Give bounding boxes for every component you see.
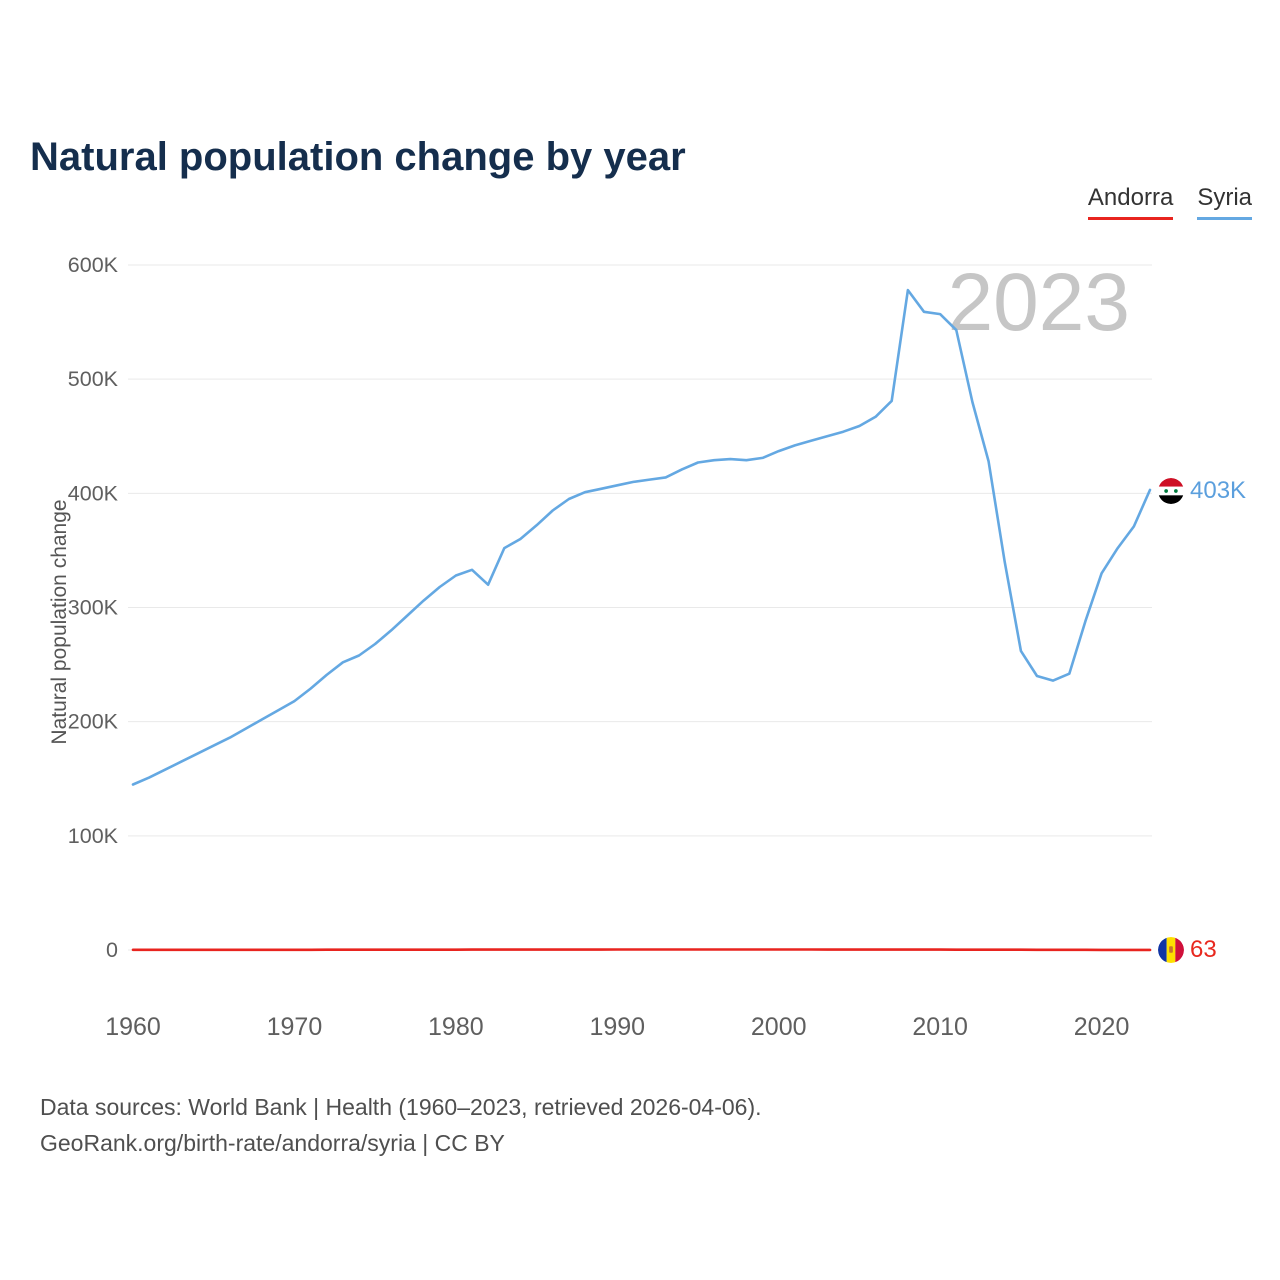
x-tick-label: 2010 bbox=[912, 1013, 968, 1041]
current-year-watermark: 2023 bbox=[947, 257, 1130, 348]
x-tick-label: 1970 bbox=[267, 1013, 323, 1041]
syria-end-label: 403K bbox=[1158, 477, 1246, 505]
x-tick-label: 2000 bbox=[751, 1013, 807, 1041]
source-footer: Data sources: World Bank | Health (1960–… bbox=[40, 1090, 762, 1161]
andorra-end-label: 63 bbox=[1158, 936, 1217, 964]
x-tick-label: 1990 bbox=[589, 1013, 645, 1041]
y-tick-label: 500K bbox=[68, 367, 119, 391]
x-tick-label: 1980 bbox=[428, 1013, 484, 1041]
x-tick-label: 2020 bbox=[1074, 1013, 1130, 1041]
y-tick-label: 200K bbox=[68, 710, 119, 734]
andorra-flag-icon bbox=[1158, 937, 1184, 963]
page-title: Natural population change by year bbox=[30, 134, 686, 179]
legend-item-andorra[interactable]: Andorra bbox=[1087, 184, 1174, 220]
source-line-1: Data sources: World Bank | Health (1960–… bbox=[40, 1094, 762, 1120]
andorra-end-value: 63 bbox=[1190, 936, 1217, 963]
source-line-2: GeoRank.org/birth-rate/andorra/syria | C… bbox=[40, 1129, 505, 1156]
syria-flag-icon bbox=[1158, 478, 1184, 504]
syria-end-value: 403K bbox=[1190, 477, 1247, 504]
y-tick-label: 300K bbox=[68, 596, 119, 620]
y-tick-label: 100K bbox=[68, 824, 119, 848]
y-tick-label: 400K bbox=[68, 481, 119, 505]
legend-item-syria[interactable]: Syria bbox=[1197, 184, 1252, 220]
x-tick-label: 1960 bbox=[105, 1013, 161, 1041]
series-line-syria bbox=[131, 288, 1152, 786]
y-tick-label: 0 bbox=[106, 938, 118, 962]
y-tick-label: 600K bbox=[68, 253, 119, 277]
legend: Andorra Syria bbox=[1087, 184, 1252, 220]
